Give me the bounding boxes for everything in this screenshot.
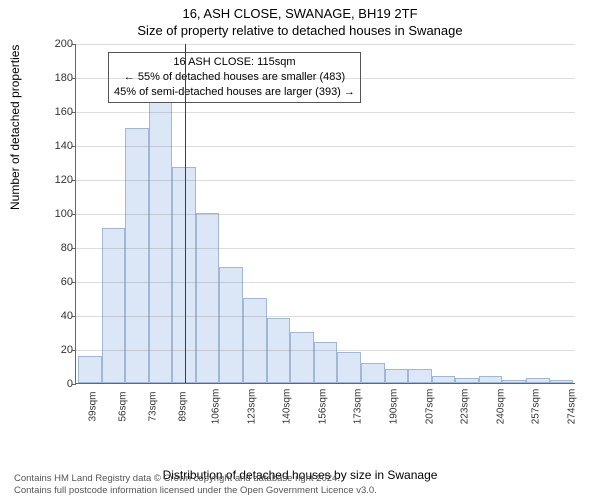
ytick-label: 100 (45, 208, 73, 220)
gridline (76, 214, 575, 215)
xtick-label: 106sqm (210, 389, 221, 425)
annotation-line1: 16 ASH CLOSE: 115sqm (114, 55, 355, 70)
gridline (76, 350, 575, 351)
ytick-label: 80 (45, 242, 73, 254)
ytick-label: 60 (45, 276, 73, 288)
xtick-label: 190sqm (388, 389, 399, 425)
chart-title-main: 16, ASH CLOSE, SWANAGE, BH19 2TF (0, 0, 600, 21)
footer-line2: Contains full postcode information licen… (14, 485, 377, 497)
ytick-label: 180 (45, 72, 73, 84)
y-axis-label: Number of detached properties (8, 45, 22, 210)
ytick-label: 140 (45, 140, 73, 152)
gridline (76, 146, 575, 147)
histogram-bar (432, 376, 456, 383)
footer-attribution: Contains HM Land Registry data © Crown c… (14, 473, 377, 497)
xtick-label: 89sqm (178, 391, 189, 421)
histogram-bar (125, 128, 149, 383)
histogram-bar (219, 267, 243, 383)
histogram-bar (290, 332, 314, 383)
histogram-bar (149, 101, 173, 383)
footer-line1: Contains HM Land Registry data © Crown c… (14, 473, 377, 485)
chart-title-sub: Size of property relative to detached ho… (0, 21, 600, 38)
histogram-bar (479, 376, 503, 383)
histogram-bar (314, 342, 338, 383)
ytick-label: 40 (45, 310, 73, 322)
gridline (76, 316, 575, 317)
gridline (76, 44, 575, 45)
gridline (76, 248, 575, 249)
histogram-bar (385, 369, 409, 383)
xtick-labels: 39sqm56sqm73sqm89sqm106sqm123sqm140sqm15… (76, 383, 575, 394)
ytick-label: 20 (45, 344, 73, 356)
xtick-label: 39sqm (88, 391, 99, 421)
xtick-label: 140sqm (282, 389, 293, 425)
histogram-bar (102, 228, 126, 383)
xtick-label: 240sqm (495, 389, 506, 425)
xtick-label: 156sqm (317, 389, 328, 425)
histogram-bar (408, 369, 432, 383)
xtick-label: 223sqm (459, 389, 470, 425)
xtick-label: 123sqm (246, 389, 257, 425)
ytick-label: 120 (45, 174, 73, 186)
histogram-bar (337, 352, 361, 383)
ytick-label: 200 (45, 38, 73, 50)
gridline (76, 78, 575, 79)
xtick-label: 173sqm (353, 389, 364, 425)
xtick-label: 56sqm (118, 391, 129, 421)
histogram-bar (78, 356, 102, 383)
xtick-label: 274sqm (566, 389, 577, 425)
histogram-bar (361, 363, 385, 383)
histogram-bar (243, 298, 267, 383)
ytick-label: 160 (45, 106, 73, 118)
xtick-label: 207sqm (424, 389, 435, 425)
property-marker-line (185, 44, 186, 383)
xtick-label: 73sqm (148, 391, 159, 421)
ytick-label: 0 (45, 378, 73, 390)
xtick-label: 257sqm (531, 389, 542, 425)
gridline (76, 282, 575, 283)
histogram-bar (196, 213, 220, 383)
plot-area: 39sqm56sqm73sqm89sqm106sqm123sqm140sqm15… (75, 44, 575, 384)
gridline (76, 180, 575, 181)
gridline (76, 112, 575, 113)
annotation-line3: 45% of semi-detached houses are larger (… (114, 85, 355, 100)
chart-area: 39sqm56sqm73sqm89sqm106sqm123sqm140sqm15… (45, 44, 585, 414)
